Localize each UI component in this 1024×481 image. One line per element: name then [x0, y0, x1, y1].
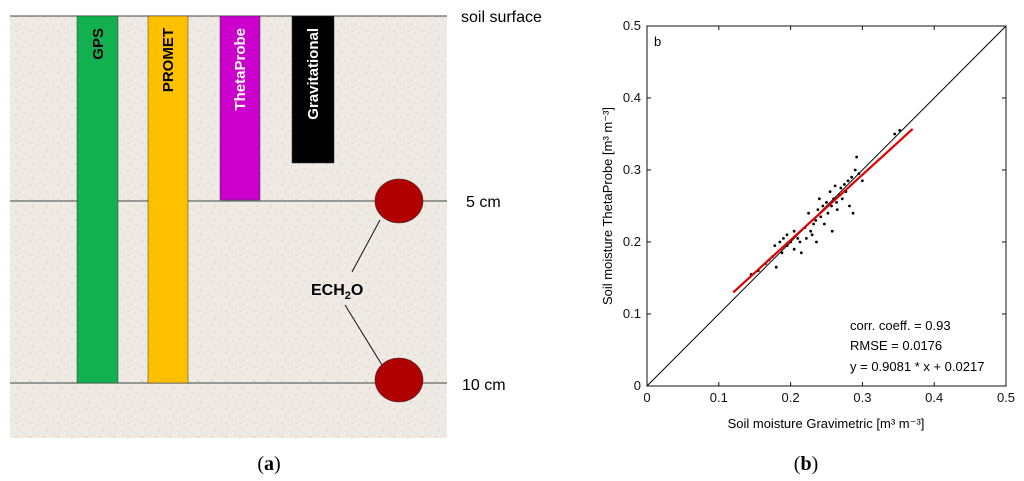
ech2o-sensor-10cm [374, 357, 424, 403]
promet-probe-label: PROMET [160, 28, 177, 92]
data-point [857, 172, 861, 176]
data-point [822, 222, 826, 226]
stat-fit-equation: y = 0.9081 * x + 0.0217 [850, 359, 984, 374]
stat-rmse: RMSE = 0.0176 [850, 338, 942, 353]
panel-a-caption: (a) [257, 453, 280, 475]
data-point [855, 155, 859, 159]
data-point [809, 229, 813, 233]
x-tick-label: 0.3 [853, 390, 871, 405]
x-tick-label: 0.2 [782, 390, 800, 405]
x-tick-label: 0.1 [710, 390, 728, 405]
data-point [814, 219, 818, 222]
gravitational-label: Gravitational [305, 28, 322, 120]
data-point [843, 183, 846, 186]
data-point [821, 204, 825, 208]
x-tick-label: 0.5 [997, 390, 1015, 405]
data-point [804, 237, 808, 240]
data-point [861, 179, 864, 183]
y-axis-label: Soil moisture ThetaProbe [m³ m⁻³] [600, 107, 615, 305]
y-tick-label: 0 [634, 378, 641, 393]
y-tick-label: 0.3 [623, 162, 641, 177]
promet-probe-bar [147, 15, 189, 384]
gps-probe-label: GPS [90, 28, 107, 60]
data-point [796, 237, 800, 240]
data-point [853, 168, 857, 172]
data-point [819, 215, 823, 219]
soil-surface-label: soil surface [461, 9, 542, 26]
data-point [848, 204, 851, 208]
data-point [830, 229, 834, 233]
gps-probe-bar [76, 15, 119, 384]
data-point [810, 233, 814, 237]
thetaprobe-bar [219, 15, 261, 201]
data-point [840, 197, 844, 201]
data-point [830, 204, 833, 208]
x-axis-label: Soil moisture Gravimetric [m³ m⁻³] [728, 416, 925, 431]
data-point [825, 201, 828, 204]
data-point [893, 132, 897, 136]
data-point [846, 179, 850, 183]
gravitational-sample-bar [291, 15, 335, 164]
thetaprobe-label: ThetaProbe [232, 28, 249, 111]
y-tick-label: 0.1 [623, 306, 641, 321]
x-tick-label: 0.4 [925, 390, 943, 405]
data-point [773, 244, 777, 248]
ech2o-sensor-5cm [374, 178, 424, 224]
data-point [828, 190, 832, 194]
data-point [850, 175, 854, 179]
plot-corner-letter: b [654, 34, 661, 49]
sensor-leader-line-top [351, 219, 381, 273]
data-point [835, 208, 839, 212]
depth-10cm-label: 10 cm [462, 377, 506, 394]
data-point [807, 211, 810, 215]
data-point [826, 211, 830, 215]
y-tick-label: 0.4 [623, 90, 641, 105]
stat-correlation: corr. coeff. = 0.93 [850, 318, 951, 333]
data-point [815, 240, 818, 244]
data-point [851, 211, 855, 215]
data-point [780, 251, 784, 255]
depth-5cm-label: 5 cm [466, 194, 501, 211]
sensor-leader-line-bottom [344, 304, 383, 366]
panel-b-caption: (b) [794, 453, 818, 475]
ech2o-label: ECH2O [311, 282, 363, 302]
data-point [898, 129, 902, 132]
data-point [782, 237, 785, 240]
data-point [833, 184, 837, 188]
data-point [817, 197, 821, 201]
data-point [774, 265, 778, 269]
data-point [785, 233, 789, 237]
x-tick-label: 0 [643, 390, 650, 405]
data-point [792, 247, 796, 251]
data-point [792, 229, 796, 233]
data-point [816, 208, 820, 212]
regression-fit-line [732, 128, 914, 294]
data-point [778, 240, 782, 244]
data-point [799, 251, 803, 255]
data-point [812, 222, 815, 226]
y-tick-label: 0.5 [623, 18, 641, 33]
soil-profile-diagram: GPS PROMET ThetaProbe Gravitational ECH2… [10, 9, 542, 475]
y-tick-label: 0.2 [623, 234, 641, 249]
scatter-plot: 00 0.1 0.1 0.2 0.2 0.3 0.3 0.4 0.4 0.5 0.5 b corr.… [600, 18, 1015, 475]
data-point [839, 186, 843, 190]
data-point [798, 240, 802, 244]
data-point [835, 201, 838, 204]
